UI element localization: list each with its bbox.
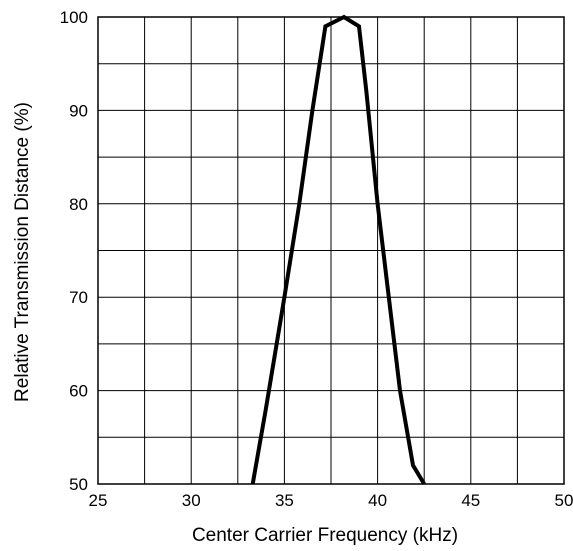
x-tick-label-0: 25 [89, 491, 108, 510]
y-tick-label-0: 50 [69, 475, 88, 494]
x-tick-label-4: 45 [461, 491, 480, 510]
series-layer [250, 14, 426, 486]
x-axis-title: Center Carrier Frequency (kHz) [192, 525, 458, 546]
y-tick-labels: 50 60 70 80 90 100 [60, 8, 88, 494]
x-tick-labels: 25 30 35 40 45 50 [89, 491, 573, 510]
y-tick-label-3: 80 [69, 195, 88, 214]
y-tick-label-2: 70 [69, 288, 88, 307]
x-tick-label-2: 35 [275, 491, 294, 510]
y-tick-label-1: 60 [69, 382, 88, 401]
x-tick-label-5: 50 [555, 491, 573, 510]
plot-frame [97, 16, 565, 485]
y-tick-label-4: 90 [69, 101, 88, 120]
y-axis-title: Relative Transmission Distance (%) [12, 102, 33, 402]
x-tick-label-1: 30 [182, 491, 201, 510]
series-line-0 [250, 14, 426, 486]
y-tick-label-5: 100 [60, 8, 88, 27]
x-tick-label-3: 40 [368, 491, 387, 510]
